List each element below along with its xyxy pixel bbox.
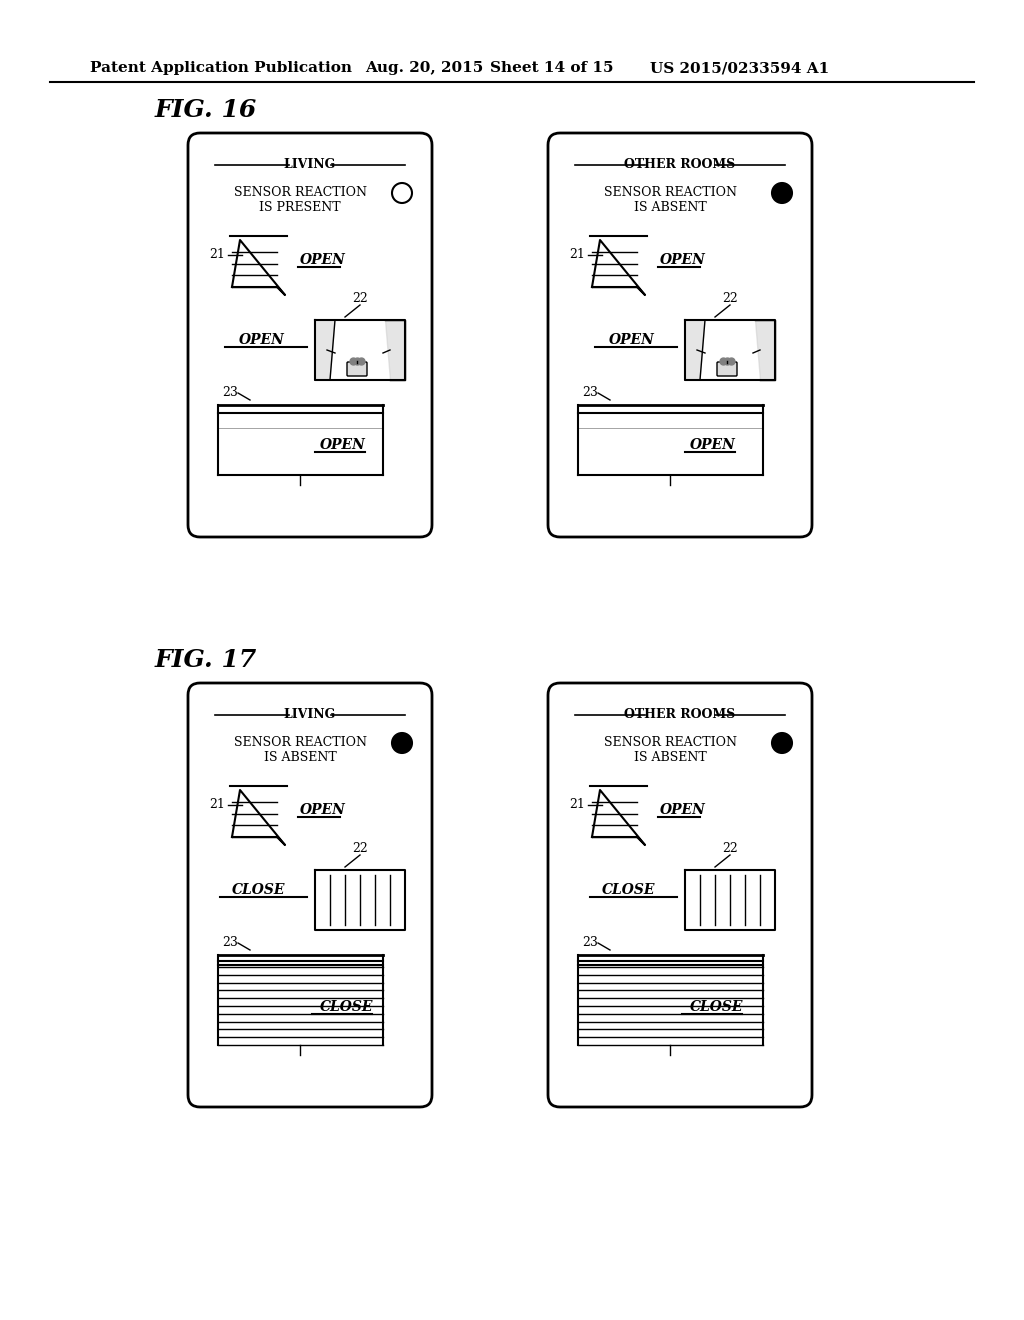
Text: LIVING: LIVING <box>284 709 336 722</box>
Text: US 2015/0233594 A1: US 2015/0233594 A1 <box>650 61 829 75</box>
Polygon shape <box>685 319 705 380</box>
Polygon shape <box>315 319 335 380</box>
Text: OPEN: OPEN <box>319 438 366 451</box>
Text: OTHER ROOMS: OTHER ROOMS <box>625 158 735 172</box>
Text: 23: 23 <box>222 387 238 400</box>
Text: CLOSE: CLOSE <box>601 883 655 898</box>
Text: LIVING: LIVING <box>284 158 336 172</box>
Text: OTHER ROOMS: OTHER ROOMS <box>625 709 735 722</box>
Text: CLOSE: CLOSE <box>231 883 285 898</box>
FancyBboxPatch shape <box>548 133 812 537</box>
Circle shape <box>772 183 792 203</box>
Text: CLOSE: CLOSE <box>319 1001 374 1014</box>
Text: Patent Application Publication: Patent Application Publication <box>90 61 352 75</box>
Text: 22: 22 <box>722 292 738 305</box>
Text: 22: 22 <box>722 842 738 855</box>
Text: 21: 21 <box>569 799 585 812</box>
FancyBboxPatch shape <box>188 133 432 537</box>
FancyBboxPatch shape <box>717 362 737 376</box>
Text: FIG. 17: FIG. 17 <box>155 648 257 672</box>
Text: OPEN: OPEN <box>300 253 346 267</box>
Text: 23: 23 <box>582 387 598 400</box>
Text: CLOSE: CLOSE <box>690 1001 743 1014</box>
Text: OPEN: OPEN <box>609 333 655 347</box>
Text: SENSOR REACTION
IS ABSENT: SENSOR REACTION IS ABSENT <box>603 186 736 214</box>
Text: 21: 21 <box>569 248 585 261</box>
FancyBboxPatch shape <box>188 682 432 1107</box>
Polygon shape <box>385 319 406 380</box>
Text: Aug. 20, 2015: Aug. 20, 2015 <box>365 61 483 75</box>
Circle shape <box>392 733 412 752</box>
Text: 23: 23 <box>222 936 238 949</box>
Circle shape <box>772 733 792 752</box>
Text: 23: 23 <box>582 936 598 949</box>
Text: OPEN: OPEN <box>660 803 706 817</box>
FancyBboxPatch shape <box>548 682 812 1107</box>
FancyBboxPatch shape <box>347 362 367 376</box>
Text: 21: 21 <box>209 248 225 261</box>
Polygon shape <box>755 319 775 380</box>
Text: OPEN: OPEN <box>690 438 736 451</box>
Text: OPEN: OPEN <box>660 253 706 267</box>
Text: SENSOR REACTION
IS ABSENT: SENSOR REACTION IS ABSENT <box>603 737 736 764</box>
Text: Sheet 14 of 15: Sheet 14 of 15 <box>490 61 613 75</box>
Text: 22: 22 <box>352 292 368 305</box>
Text: OPEN: OPEN <box>300 803 346 817</box>
Text: FIG. 16: FIG. 16 <box>155 98 257 121</box>
Text: SENSOR REACTION
IS PRESENT: SENSOR REACTION IS PRESENT <box>233 186 367 214</box>
Circle shape <box>392 183 412 203</box>
Text: 22: 22 <box>352 842 368 855</box>
Text: SENSOR REACTION
IS ABSENT: SENSOR REACTION IS ABSENT <box>233 737 367 764</box>
Text: OPEN: OPEN <box>240 333 285 347</box>
Text: 21: 21 <box>209 799 225 812</box>
